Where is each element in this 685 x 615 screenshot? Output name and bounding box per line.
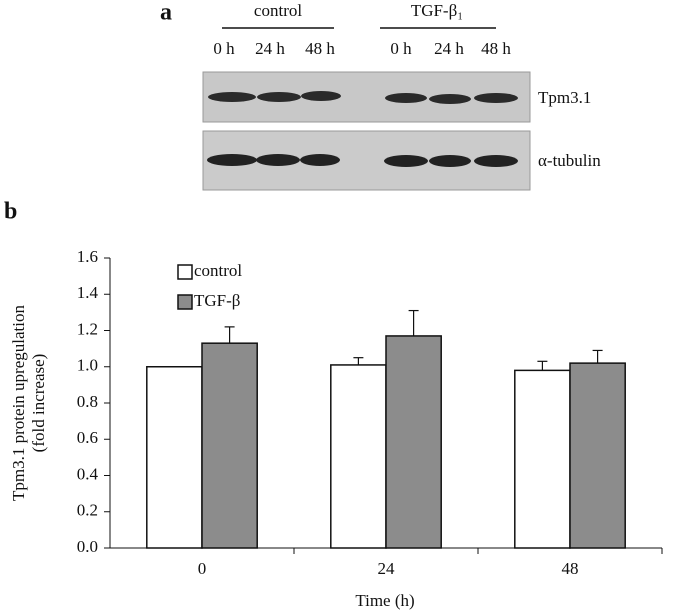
row-label: α-tubulin <box>538 151 601 170</box>
time-label: 48 h <box>481 39 511 58</box>
y-tick-label: 0.6 <box>77 428 98 447</box>
bar <box>146 366 203 549</box>
y-tick-label: 1.0 <box>77 356 98 375</box>
group-label: control <box>254 1 302 20</box>
y-tick-label: 0.8 <box>77 392 98 411</box>
blot <box>202 130 531 191</box>
legend-swatch <box>177 294 193 310</box>
row-label: Tpm3.1 <box>538 88 591 107</box>
blot <box>202 71 531 123</box>
bar <box>569 362 626 549</box>
time-label: 0 h <box>390 39 412 58</box>
legend-label: TGF-β <box>194 291 240 310</box>
bar <box>330 364 387 549</box>
y-axis-title: (fold increase) <box>29 354 48 453</box>
y-tick-label: 1.4 <box>77 283 99 302</box>
x-tick-label: 48 <box>562 559 579 578</box>
group-label: TGF-β₁ <box>411 1 463 20</box>
time-label: 0 h <box>213 39 235 58</box>
x-axis-title: Time (h) <box>355 591 414 610</box>
y-tick-label: 1.2 <box>77 319 98 338</box>
time-label: 24 h <box>255 39 285 58</box>
bar <box>201 342 258 549</box>
y-tick-label: 0.4 <box>77 464 99 483</box>
bar <box>385 335 442 549</box>
time-label: 48 h <box>305 39 335 58</box>
x-tick-label: 24 <box>378 559 396 578</box>
legend-swatch <box>177 264 193 280</box>
y-tick-label: 0.2 <box>77 501 98 520</box>
panel-label: b <box>4 199 17 225</box>
legend-label: control <box>194 261 242 280</box>
panel-label: a <box>160 0 172 26</box>
time-label: 24 h <box>434 39 464 58</box>
x-tick-label: 0 <box>198 559 207 578</box>
bar <box>514 369 571 549</box>
y-axis-title: Tpm3.1 protein upregulation <box>9 305 28 501</box>
y-tick-label: 1.6 <box>77 247 98 266</box>
y-tick-label: 0.0 <box>77 537 98 556</box>
